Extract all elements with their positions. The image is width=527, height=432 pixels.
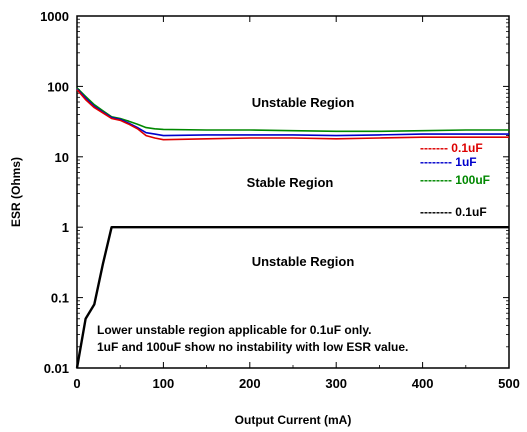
x-axis-ticks: 0 100 200 300 400 500 xyxy=(73,16,520,391)
y-tick-label: 100 xyxy=(47,79,69,94)
x-axis-title: Output Current (mA) xyxy=(235,413,352,427)
y-axis-ticks: 0.01 0.1 1 10 100 1000 xyxy=(40,9,509,376)
upper-unstable-region-label: Unstable Region xyxy=(252,95,355,110)
y-tick-label: 1000 xyxy=(40,9,69,24)
x-tick-label: 500 xyxy=(498,376,520,391)
x-tick-label: 400 xyxy=(412,376,434,391)
legend-entry: -------- 100uF xyxy=(420,173,490,187)
y-axis-title: ESR (Ohms) xyxy=(9,157,23,227)
series-0-1uF-red xyxy=(76,89,509,141)
stable-region-label: Stable Region xyxy=(247,175,334,190)
x-tick-label: 300 xyxy=(325,376,347,391)
lower-unstable-region-label: Unstable Region xyxy=(252,254,355,269)
legend-entry-lower: -------- 0.1uF xyxy=(420,205,487,219)
note-line-1: Lower unstable region applicable for 0.1… xyxy=(97,323,372,337)
note-line-2: 1uF and 100uF show no instability with l… xyxy=(97,340,408,354)
y-tick-label: 1 xyxy=(62,220,69,235)
series-layer xyxy=(75,87,509,369)
series-100uF-green xyxy=(76,87,509,133)
x-tick-label: 0 xyxy=(73,376,80,391)
plot-area xyxy=(76,15,510,369)
y-tick-label: 10 xyxy=(55,150,69,165)
x-tick-label: 200 xyxy=(239,376,261,391)
y-tick-label: 0.1 xyxy=(51,291,69,306)
legend-entry: ------- 0.1uF xyxy=(420,141,483,155)
series-0-1uF-lower-black xyxy=(75,225,509,369)
x-tick-label: 100 xyxy=(153,376,175,391)
legend-entry: -------- 1uF xyxy=(420,155,477,169)
legend: ------- 0.1uF-------- 1uF -------- 100uF -… xyxy=(420,141,490,219)
y-tick-label: 0.01 xyxy=(44,361,69,376)
